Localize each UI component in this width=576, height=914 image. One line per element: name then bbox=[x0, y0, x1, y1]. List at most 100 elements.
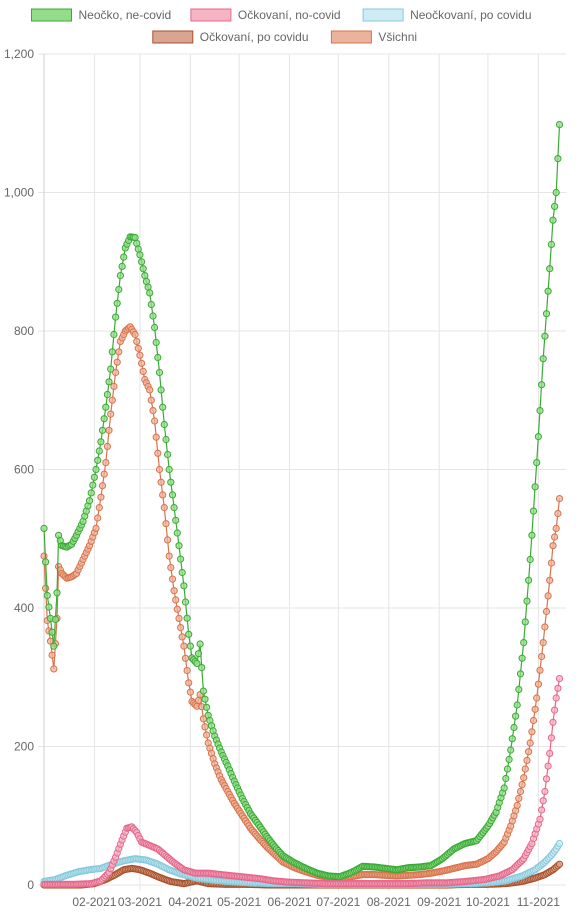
data-point bbox=[505, 755, 513, 764]
data-point bbox=[538, 806, 546, 814]
data-point bbox=[51, 615, 60, 624]
data-point bbox=[53, 589, 61, 597]
data-point bbox=[549, 542, 557, 550]
data-point bbox=[162, 435, 170, 444]
data-point bbox=[201, 723, 209, 731]
data-point bbox=[165, 552, 173, 560]
data-point bbox=[105, 378, 113, 386]
data-point bbox=[157, 386, 165, 394]
data-point bbox=[533, 694, 541, 702]
data-point bbox=[177, 624, 185, 632]
data-point bbox=[555, 839, 564, 848]
x-axis: 02-2021 03-2021 04-2021 05-2021 06-2021 07-20… bbox=[72, 895, 560, 909]
data-point bbox=[108, 348, 116, 356]
data-point bbox=[107, 410, 115, 418]
data-point bbox=[183, 614, 191, 622]
data-point bbox=[87, 489, 95, 497]
data-point bbox=[547, 559, 556, 567]
data-point bbox=[181, 598, 190, 606]
y-tick-label: 1,000 bbox=[4, 186, 34, 200]
data-point bbox=[542, 775, 551, 783]
data-point bbox=[542, 607, 551, 616]
legend-swatch bbox=[31, 8, 72, 22]
data-point bbox=[103, 442, 112, 450]
legend-swatch bbox=[330, 30, 372, 44]
data-point bbox=[538, 381, 546, 389]
data-point bbox=[555, 675, 564, 683]
x-tick-label: 03-2021 bbox=[118, 895, 162, 909]
data-point bbox=[502, 774, 510, 783]
data-point bbox=[516, 787, 525, 796]
chart-legend[interactable]: Neočko, ne-covid Očkovaní, no-covid Neočko… bbox=[31, 8, 532, 44]
data-point bbox=[539, 355, 547, 363]
legend-swatch bbox=[152, 30, 194, 44]
data-point bbox=[183, 667, 191, 675]
data-point bbox=[551, 706, 559, 714]
legend-item[interactable]: Neočkovaní, po covidu bbox=[362, 8, 532, 22]
data-point bbox=[120, 253, 128, 261]
legend-item[interactable]: Všichni bbox=[330, 30, 417, 44]
data-point bbox=[133, 337, 141, 345]
data-point bbox=[181, 654, 190, 662]
data-point bbox=[173, 605, 181, 613]
data-point bbox=[42, 558, 50, 566]
data-point bbox=[552, 694, 560, 702]
legend-swatch bbox=[190, 8, 232, 22]
data-point bbox=[521, 765, 529, 773]
y-tick-label: 800 bbox=[14, 324, 34, 338]
data-point bbox=[551, 533, 559, 541]
y-tick-label: 600 bbox=[14, 463, 34, 477]
data-point bbox=[508, 735, 516, 743]
data-point bbox=[167, 478, 175, 486]
data-point bbox=[172, 596, 180, 604]
data-point bbox=[147, 300, 155, 309]
data-point bbox=[531, 705, 539, 713]
data-point bbox=[85, 497, 94, 505]
data-point bbox=[97, 438, 105, 446]
data-point bbox=[534, 433, 543, 441]
data-point bbox=[533, 459, 541, 467]
data-point bbox=[526, 555, 534, 564]
data-point bbox=[159, 403, 167, 411]
data-point bbox=[108, 396, 116, 404]
data-point bbox=[196, 640, 204, 648]
data-point bbox=[152, 338, 160, 347]
data-point bbox=[144, 283, 152, 291]
data-point bbox=[199, 715, 207, 723]
data-point bbox=[518, 781, 526, 789]
data-point bbox=[155, 465, 164, 474]
data-point bbox=[544, 592, 552, 600]
data-point bbox=[510, 723, 518, 732]
data-point bbox=[147, 396, 155, 404]
data-point bbox=[526, 739, 534, 747]
data-point bbox=[507, 746, 515, 754]
data-point bbox=[554, 509, 562, 518]
data-point bbox=[513, 701, 521, 709]
data-point bbox=[555, 495, 564, 503]
y-tick-label: 200 bbox=[14, 740, 34, 754]
data-point bbox=[149, 312, 157, 320]
x-tick-label: 05-2021 bbox=[217, 895, 261, 909]
data-point bbox=[94, 456, 102, 464]
legend-item[interactable]: Očkovaní, po covidu bbox=[152, 30, 309, 44]
data-point bbox=[185, 630, 193, 638]
data-point bbox=[159, 491, 167, 499]
data-point bbox=[198, 664, 206, 672]
data-point bbox=[549, 718, 557, 726]
series-1 bbox=[40, 675, 564, 888]
legend-item[interactable]: Neočko, ne-covid bbox=[31, 8, 172, 22]
y-tick-label: 1,200 bbox=[4, 47, 34, 61]
legend-label: Všichni bbox=[378, 30, 417, 44]
legend-item[interactable]: Očkovaní, no-covid bbox=[190, 8, 341, 22]
data-point bbox=[555, 860, 564, 868]
data-point bbox=[551, 202, 559, 210]
x-tick-label: 07-2021 bbox=[316, 895, 360, 909]
series-line bbox=[44, 678, 561, 885]
data-point bbox=[94, 514, 102, 522]
data-point bbox=[103, 390, 112, 399]
data-point bbox=[48, 651, 56, 659]
y-axis: 0 200 400 600 800 1,000 1,200 bbox=[4, 47, 34, 892]
data-point bbox=[520, 774, 528, 782]
data-point bbox=[180, 642, 188, 650]
